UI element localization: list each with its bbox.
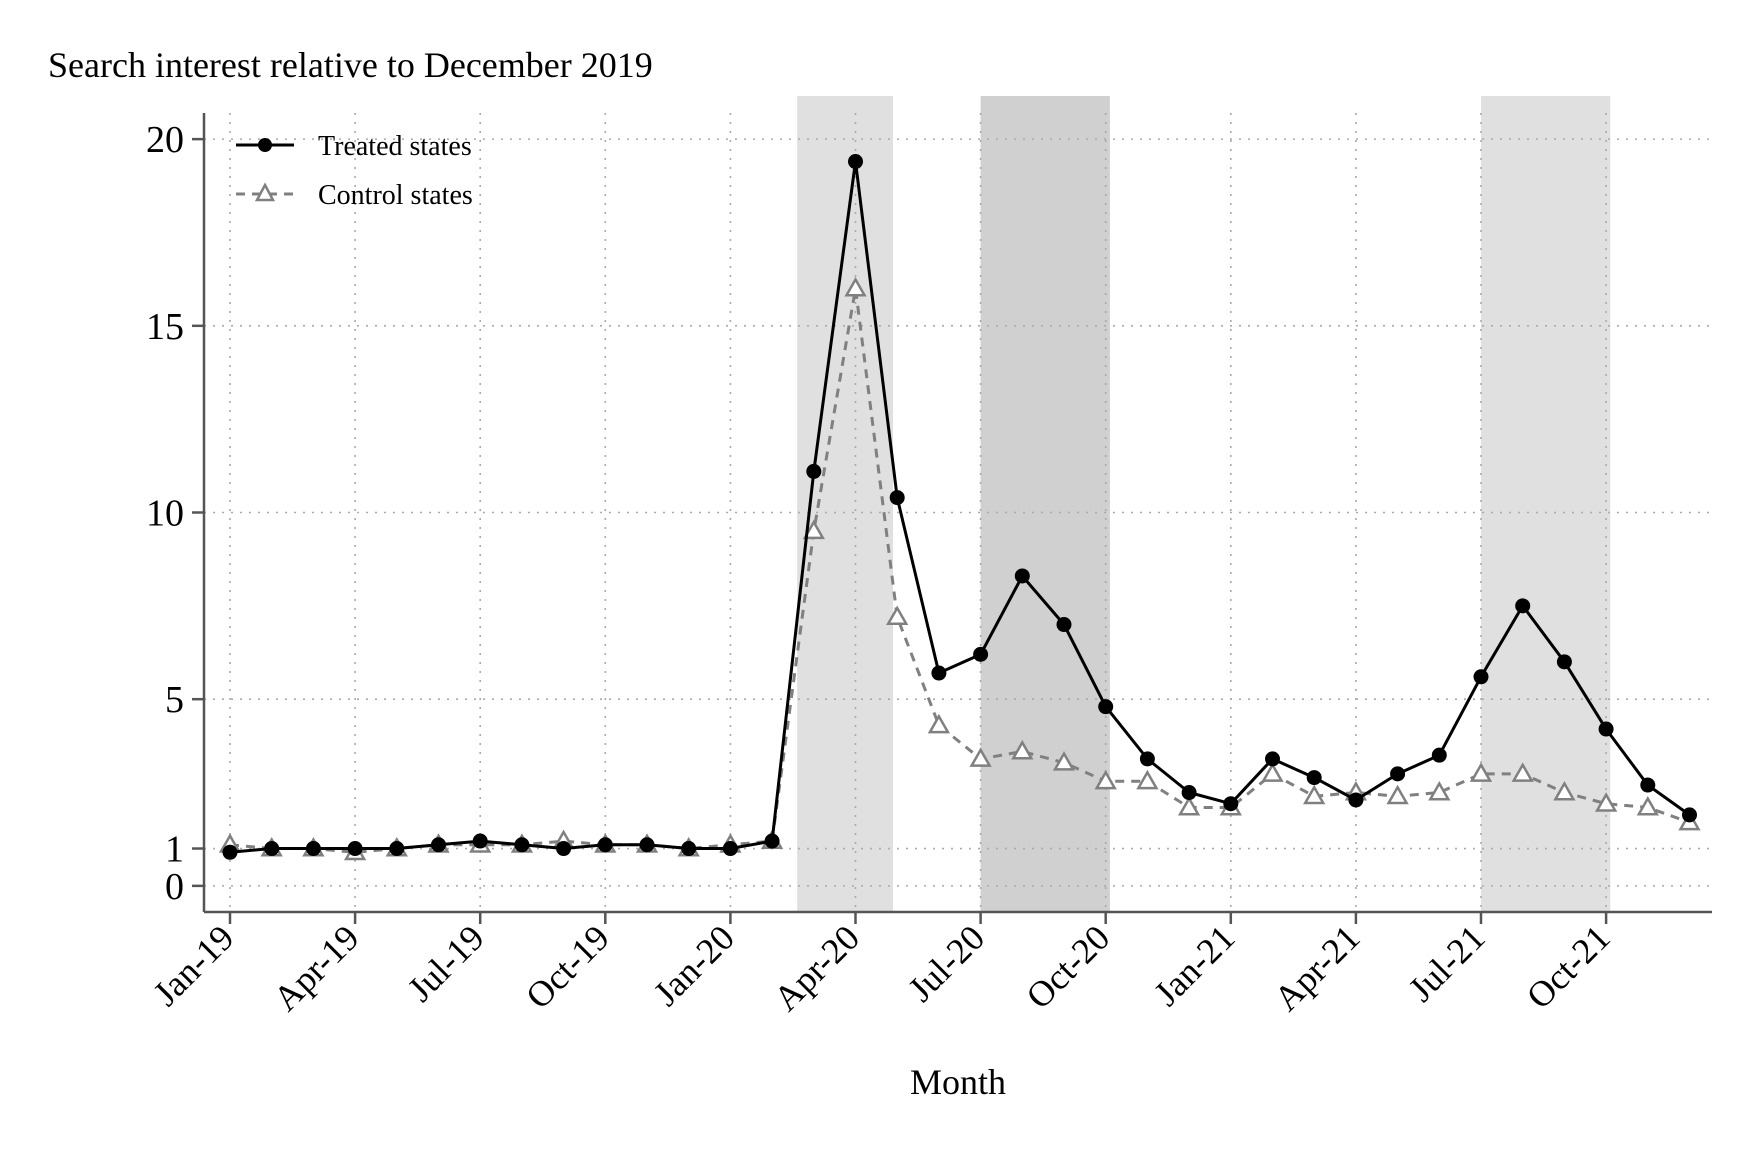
shaded-period-2 [980,96,1110,912]
series-control-states [218,276,1701,861]
x-tick-label: Oct-19 [518,917,617,1016]
x-tick-label: Jan-21 [1146,917,1242,1013]
data-point [1390,766,1406,782]
data-point [1473,669,1489,685]
data-point [1511,762,1534,782]
data-point [1223,796,1239,812]
data-point [1098,699,1114,715]
data-point [806,463,822,479]
series-line [229,287,1691,854]
x-tick-label: Jan-20 [646,917,742,1013]
y-tick-label: 0 [165,866,184,908]
y-tick-label: 1 [165,829,184,871]
x-tick-label: Oct-21 [1519,917,1618,1016]
legend-label-control: Control states [318,180,473,211]
data-point [1177,795,1201,816]
data-point [1594,792,1618,812]
data-point [1181,785,1197,801]
data-point [1469,762,1493,782]
data-point [347,841,363,857]
data-point [305,841,321,857]
legend-marker-control [254,182,276,202]
data-point [1261,762,1284,782]
x-tick-label: Jan-19 [146,917,242,1013]
data-point [1056,617,1072,633]
x-tick-label: Jul-20 [900,917,992,1009]
x-tick-label: Apr-21 [1266,917,1367,1018]
data-point [1431,747,1447,763]
data-point [931,665,947,681]
data-point [1011,739,1034,760]
data-point [1556,654,1572,670]
data-point [264,841,280,857]
data-point [1598,721,1614,737]
data-point [1553,781,1576,801]
data-point [844,276,867,297]
data-point [597,837,613,853]
y-tick-label: 10 [146,493,184,535]
data-point [927,713,951,734]
data-point [556,841,572,857]
data-point [1348,792,1364,808]
data-point [1636,795,1659,816]
data-point [1640,777,1656,793]
data-point [1136,769,1159,790]
data-point [973,646,989,662]
legend-marker-treated [258,138,272,152]
x-tick-label: Apr-20 [766,917,867,1018]
x-tick-label: Oct-20 [1018,917,1117,1016]
shaded-period-3 [1481,96,1611,912]
shaded-periods [797,96,1611,912]
data-point [472,833,488,849]
x-axis-label: Month [910,1062,1006,1102]
data-point [1094,769,1117,790]
data-point [889,490,905,506]
data-point [848,154,863,170]
data-point [1306,770,1322,786]
data-point [802,519,825,540]
data-point [1515,598,1531,614]
chart-title: Search interest relative to December 201… [48,45,653,85]
data-point [1265,751,1280,767]
data-point [514,837,530,853]
data-point [681,841,697,857]
data-point [1428,781,1451,801]
data-point [722,841,738,857]
legend: Treated states Control states [236,131,473,211]
y-tick-label: 5 [165,679,184,721]
data-point [1682,807,1697,823]
x-ticks: Jan-19 Apr-19 Jul-19 Oct-19 Jan-20 Apr-20 Jul-… [146,912,1618,1019]
data-point [969,747,992,767]
series [218,154,1701,861]
data-point [639,837,655,853]
data-point [1139,751,1155,767]
data-point [886,605,909,626]
x-tick-label: Jul-19 [400,917,492,1009]
data-point [1014,568,1030,584]
data-point [764,833,780,849]
data-point [431,837,446,853]
data-point [1303,784,1326,805]
x-tick-label: Apr-19 [265,917,366,1018]
series-line [229,160,1691,854]
legend-label-treated: Treated states [318,131,472,162]
y-tick-label: 15 [146,306,184,348]
data-point [222,844,238,860]
data-point [1386,784,1409,805]
series-treated-states [222,154,1697,860]
x-tick-label: Jul-21 [1401,917,1493,1009]
data-point [389,841,405,857]
data-point [1052,751,1076,771]
y-tick-label: 20 [146,119,184,161]
